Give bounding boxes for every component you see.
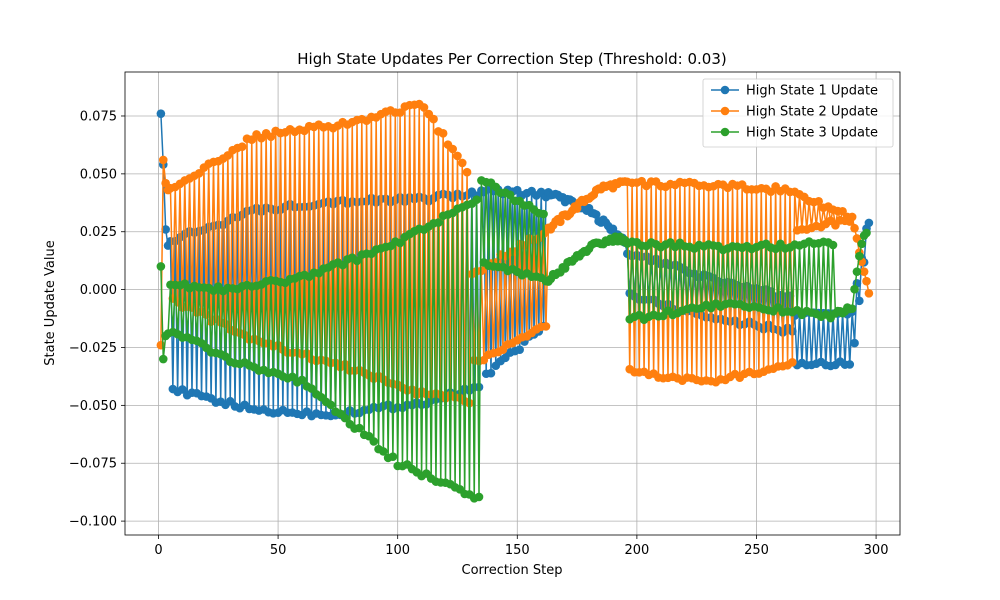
x-tick-label: 300	[864, 543, 889, 558]
legend-marker	[720, 85, 730, 95]
data-point	[237, 142, 247, 151]
data-point	[556, 217, 565, 227]
data-point	[379, 447, 388, 456]
data-point	[855, 251, 864, 261]
data-point	[486, 368, 496, 378]
data-point	[828, 240, 838, 250]
data-point	[388, 452, 398, 461]
y-tick-label: 0.050	[80, 167, 117, 182]
y-tick-label: 0.075	[80, 109, 117, 124]
legend-label: High State 2 Update	[746, 105, 878, 120]
series-3	[156, 176, 871, 503]
series-layer	[156, 99, 874, 503]
data-point	[855, 296, 864, 306]
y-tick-label: −0.075	[69, 457, 117, 472]
data-point	[862, 276, 871, 286]
data-point	[266, 132, 276, 142]
data-point	[515, 345, 524, 354]
legend: High State 1 Update High State 2 Update Hi…	[702, 78, 894, 148]
data-point	[862, 228, 871, 238]
data-point	[338, 260, 347, 270]
data-point	[462, 167, 472, 177]
y-tick-label: −0.025	[69, 341, 117, 356]
x-axis-label: Correction Step	[462, 563, 563, 578]
data-point	[857, 239, 867, 249]
y-tick-label: −0.050	[69, 399, 117, 414]
series-line	[160, 179, 868, 500]
data-point	[352, 256, 362, 266]
legend-marker	[720, 127, 730, 137]
data-point	[814, 197, 823, 206]
data-point	[847, 212, 857, 222]
data-point	[156, 109, 166, 118]
data-point	[541, 322, 551, 331]
y-tick-label: 0.000	[80, 283, 117, 298]
data-point	[852, 267, 862, 276]
y-axis-label: State Update Value	[43, 240, 58, 365]
x-tick-label: 200	[624, 543, 649, 558]
y-tick-label: −0.100	[69, 515, 117, 530]
data-point	[474, 492, 484, 502]
data-point	[340, 359, 350, 369]
data-point	[850, 338, 859, 348]
data-point	[419, 103, 429, 112]
data-point	[340, 413, 350, 423]
legend-box	[702, 78, 894, 148]
data-point	[845, 360, 855, 369]
legend-label: High State 3 Update	[746, 126, 878, 141]
data-point	[457, 158, 467, 168]
data-point	[221, 319, 230, 329]
x-tick-label: 150	[505, 543, 530, 558]
y-tick-label: 0.025	[80, 225, 117, 240]
legend-marker	[720, 106, 730, 116]
data-point	[297, 375, 307, 385]
data-point	[434, 218, 443, 227]
data-point	[591, 210, 601, 219]
axis-ticks: 0 50 100 150 200 250 300 −0.100 −0.075 −0.050 −0.0…	[69, 109, 889, 558]
data-point	[156, 262, 166, 271]
data-point	[491, 182, 501, 192]
data-point	[438, 129, 448, 138]
data-point	[474, 382, 484, 392]
data-point	[161, 225, 170, 234]
data-point	[850, 284, 859, 294]
data-point	[864, 218, 874, 228]
data-point	[158, 354, 168, 364]
data-point	[395, 108, 405, 117]
data-point	[326, 400, 336, 410]
data-point	[158, 155, 168, 165]
data-point	[859, 267, 869, 276]
data-point	[307, 384, 316, 393]
x-tick-label: 250	[744, 543, 769, 558]
data-point	[395, 238, 405, 248]
data-point	[178, 385, 187, 394]
data-point	[465, 398, 474, 408]
grid	[125, 72, 900, 535]
data-point	[850, 223, 859, 233]
data-point	[864, 289, 874, 298]
data-point	[194, 169, 204, 178]
x-tick-label: 0	[154, 543, 162, 558]
data-point	[429, 114, 438, 124]
data-point	[448, 144, 458, 154]
data-point	[288, 372, 297, 382]
data-point	[355, 423, 364, 433]
x-tick-label: 100	[385, 543, 410, 558]
x-tick-label: 50	[270, 543, 287, 558]
data-point	[505, 190, 515, 200]
data-point	[369, 437, 379, 446]
data-point	[788, 358, 797, 367]
data-point	[847, 304, 857, 313]
data-point	[838, 206, 847, 216]
chart-title: High State Updates Per Correction Step (…	[297, 50, 726, 68]
data-point	[472, 195, 481, 204]
plot-frame	[124, 71, 901, 536]
data-point	[539, 209, 548, 219]
legend-label: High State 1 Update	[746, 84, 878, 99]
data-point	[453, 151, 462, 161]
